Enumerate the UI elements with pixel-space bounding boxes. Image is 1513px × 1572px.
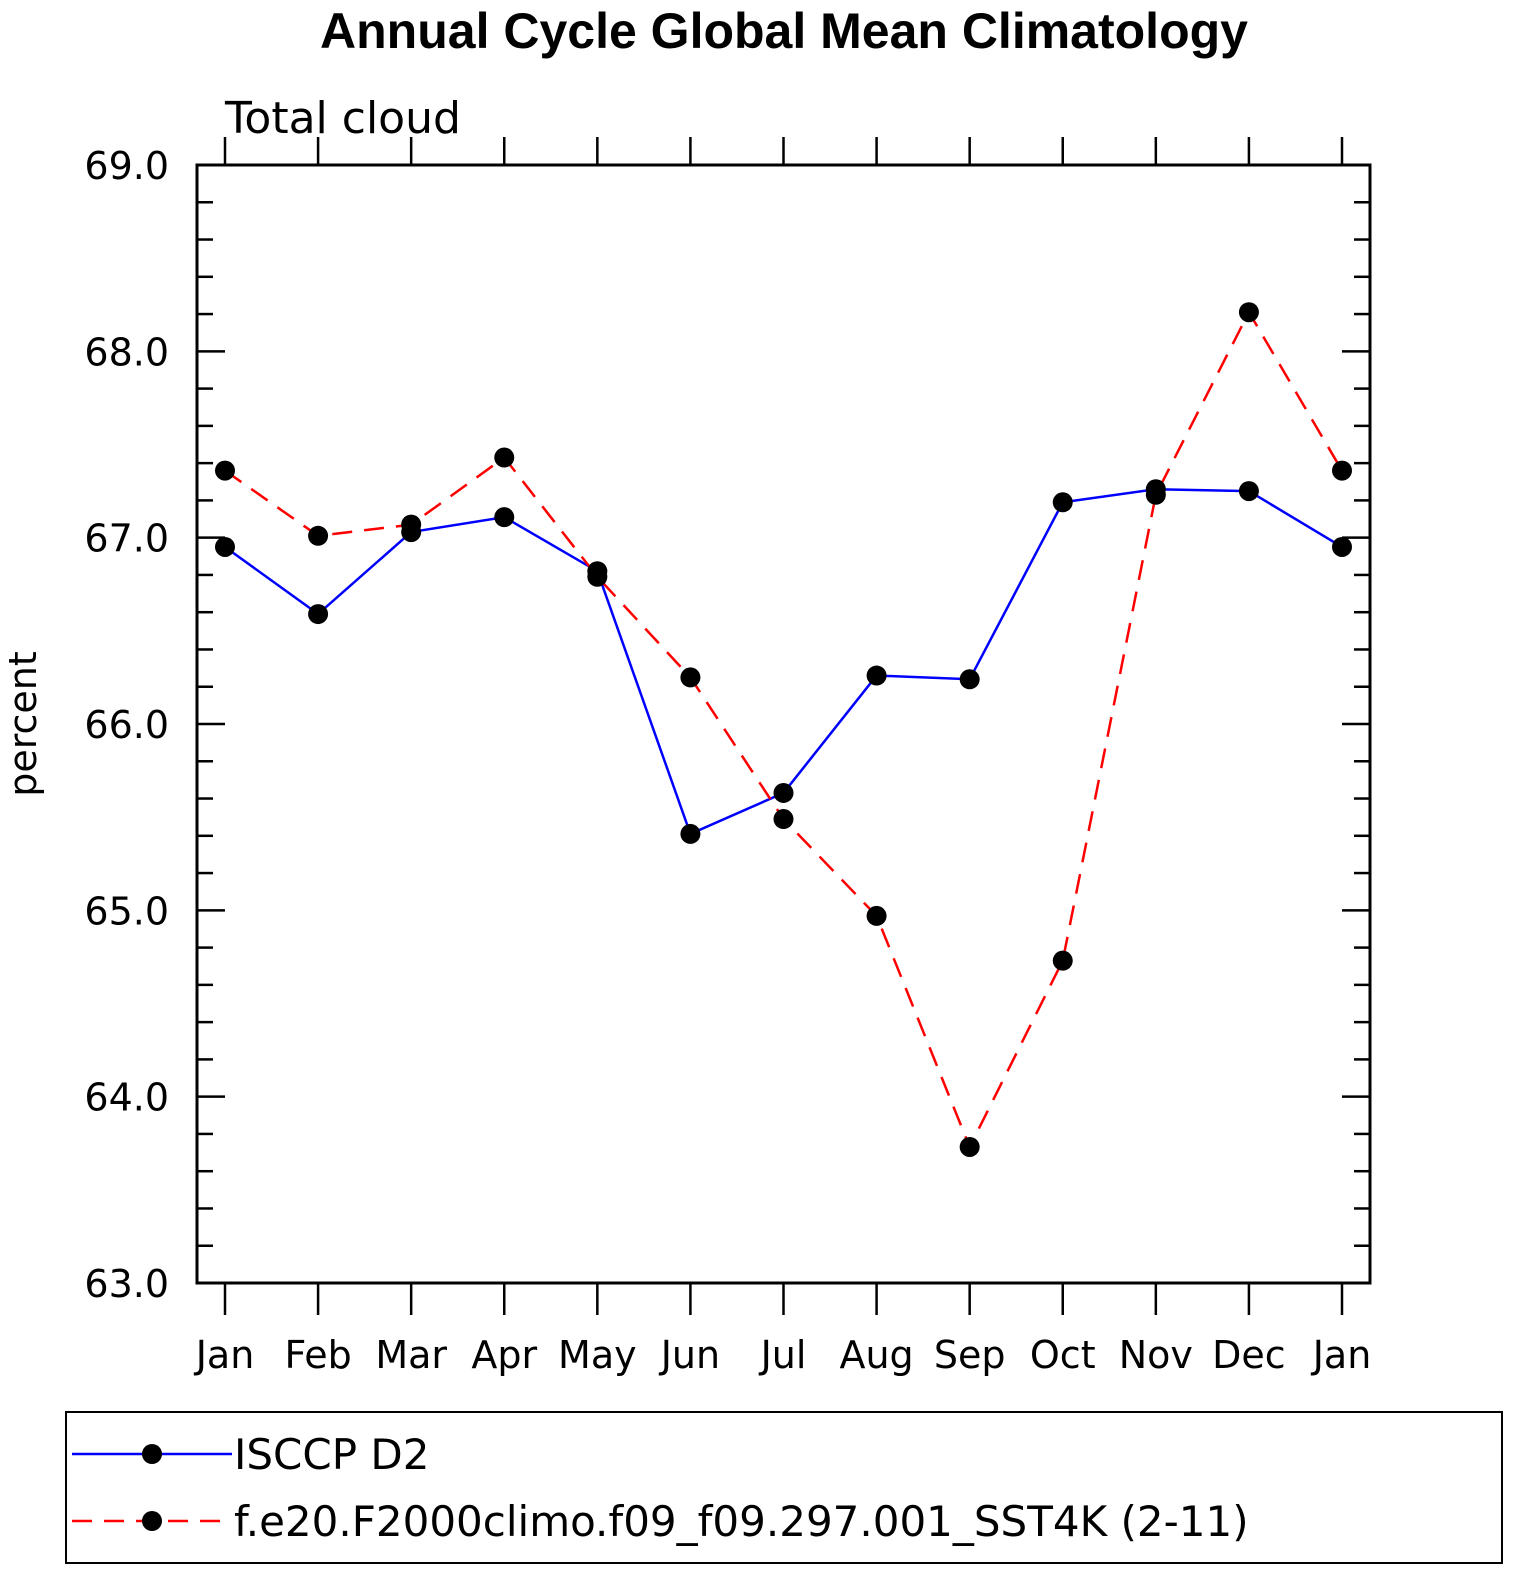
legend: ISCCP D2 f.e20.F2000climo.f09_f09.297.00… — [65, 1411, 1503, 1564]
plot-frame — [195, 163, 1372, 1285]
chart-title: Annual Cycle Global Mean Climatology — [320, 3, 1248, 59]
x-tick-label: Nov — [1119, 1333, 1193, 1377]
x-tick-label: Mar — [375, 1333, 447, 1377]
y-tick-label: 63.0 — [84, 1262, 169, 1306]
tick-marks — [197, 137, 1370, 1315]
y-tick-label: 69.0 — [84, 144, 169, 188]
x-tick-label: Apr — [471, 1333, 537, 1377]
data-point-series-1 — [308, 525, 329, 546]
data-point-series-1 — [1145, 484, 1166, 505]
y-tick-label: 67.0 — [84, 517, 169, 561]
data-point-series-1 — [1238, 302, 1259, 323]
x-tick-label: Jun — [659, 1333, 720, 1377]
data-point-series-0 — [680, 823, 701, 844]
data-point-series-1 — [866, 905, 887, 926]
data-point-series-0 — [773, 782, 794, 803]
legend-marker-series-1 — [142, 1511, 162, 1531]
data-point-series-1 — [401, 514, 422, 535]
x-tick-label: Jan — [1311, 1333, 1372, 1377]
data-point-series-1 — [1052, 950, 1073, 971]
series-line-1 — [224, 309, 1344, 1151]
x-tick-label: Sep — [934, 1333, 1006, 1377]
y-tick-label: 68.0 — [84, 330, 169, 374]
y-tick-label: 64.0 — [84, 1076, 169, 1120]
x-tick-label: May — [558, 1333, 637, 1377]
y-tick-label: 66.0 — [84, 703, 169, 747]
data-point-series-1 — [773, 809, 794, 830]
data-point-series-1 — [959, 1136, 980, 1157]
x-tick-label: Jul — [759, 1333, 807, 1377]
x-tick-label: Feb — [284, 1333, 351, 1377]
x-tick-label: Aug — [839, 1333, 913, 1377]
data-point-series-0 — [494, 507, 515, 528]
data-point-series-0 — [308, 604, 329, 625]
y-tick-label: 65.0 — [84, 889, 169, 933]
data-point-series-1 — [587, 566, 608, 587]
data-point-series-0 — [959, 669, 980, 690]
series-layer — [215, 302, 1352, 1157]
data-point-series-0 — [215, 536, 235, 557]
y-tick-labels: 63.0 64.0 65.0 66.0 67.0 68.0 69.0 — [84, 144, 169, 1306]
axes-frame — [195, 163, 1372, 1285]
legend-label-series-1: f.e20.F2000climo.f09_f09.297.001_SST4K (… — [234, 1497, 1249, 1546]
x-tick-label: Jan — [194, 1333, 255, 1377]
series-line-0 — [224, 487, 1343, 836]
legend-box — [65, 1411, 1503, 1564]
x-tick-labels: Jan Feb Mar Apr May Jun Jul Aug Sep Oct Nov Dec Jan — [194, 1333, 1372, 1377]
chart-subtitle: Total cloud — [224, 93, 461, 144]
y-axis-label: percent — [1, 651, 45, 797]
legend-marker-series-0 — [142, 1444, 162, 1464]
data-point-series-1 — [680, 667, 701, 688]
data-point-series-0 — [866, 665, 887, 686]
data-point-series-1 — [1332, 460, 1352, 481]
data-point-series-1 — [215, 460, 235, 481]
data-point-series-1 — [494, 447, 515, 468]
x-tick-label: Oct — [1030, 1333, 1096, 1377]
data-point-series-0 — [1052, 492, 1073, 513]
data-point-series-0 — [1238, 481, 1259, 502]
data-point-series-0 — [1332, 536, 1352, 557]
x-tick-label: Dec — [1212, 1333, 1286, 1377]
legend-label-series-0: ISCCP D2 — [234, 1430, 429, 1479]
